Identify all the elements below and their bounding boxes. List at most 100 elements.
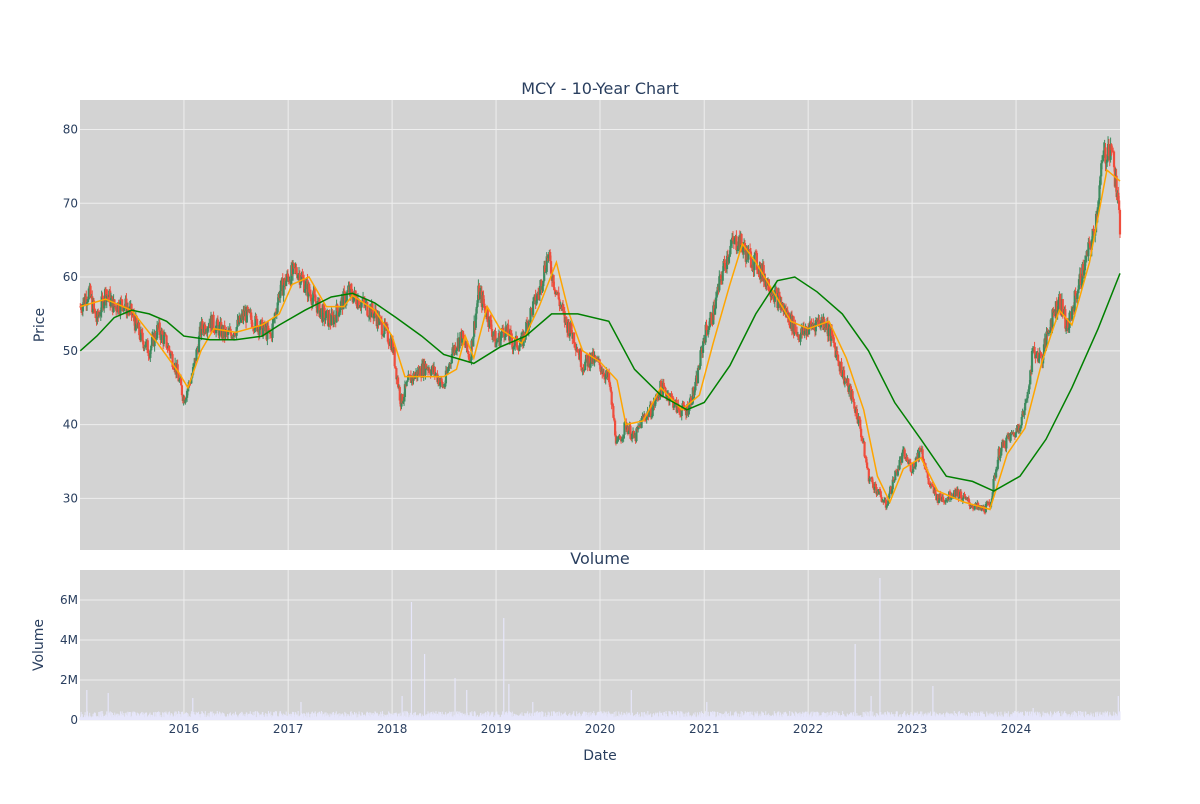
candle-up-body — [86, 299, 90, 303]
candle-up-body — [631, 433, 634, 439]
candle-up-body — [733, 238, 736, 244]
candle-up-body — [472, 336, 475, 347]
candle-down-body — [830, 329, 834, 337]
candle-down-body — [154, 332, 157, 339]
candle-down-body — [302, 276, 305, 279]
candle-down-body — [642, 416, 645, 418]
candle-up-body — [316, 301, 319, 313]
x-tick-label: 2021 — [689, 722, 720, 736]
candle-down-body — [484, 306, 487, 314]
candle-down-body — [97, 311, 100, 317]
candle-up-body — [877, 489, 881, 495]
volume-subplot-title: Volume — [570, 549, 630, 568]
candle-down-body — [574, 346, 577, 351]
candle-down-body — [292, 263, 295, 264]
candle-up-body — [206, 327, 209, 333]
candle-down-body — [1059, 293, 1062, 310]
candle-up-body — [729, 245, 732, 255]
candle-down-body — [89, 285, 92, 298]
candle-up-body — [701, 341, 705, 353]
candle-up-body — [378, 316, 381, 325]
candle-down-body — [1082, 264, 1085, 276]
candle-up-body — [139, 329, 143, 340]
candle-down-body — [756, 269, 759, 273]
candle-up-body — [447, 368, 450, 370]
candle-down-body — [794, 324, 797, 332]
candle-up-body — [525, 321, 528, 336]
candle-up-body — [1106, 159, 1109, 163]
candle-up-body — [448, 363, 451, 369]
candle-up-body — [807, 328, 811, 335]
candle-down-body — [80, 306, 83, 310]
candle-down-body — [115, 306, 118, 311]
candle-down-body — [515, 336, 518, 348]
candle-up-body — [513, 345, 516, 348]
candle-up-body — [1068, 312, 1071, 328]
candle-up-body — [621, 438, 624, 440]
candle-down-body — [301, 275, 304, 277]
candle-down-body — [549, 261, 553, 274]
candle-down-body — [367, 315, 370, 317]
candle-up-body — [383, 322, 386, 335]
candle-up-body — [262, 328, 265, 337]
candle-up-body — [715, 293, 718, 298]
candle-up-body — [1045, 331, 1048, 348]
candle-up-body — [690, 403, 694, 405]
candle-down-body — [921, 449, 924, 459]
candle-up-body — [458, 337, 461, 349]
candle-down-body — [594, 356, 597, 358]
candle-down-body — [619, 436, 622, 439]
candle-down-body — [778, 293, 781, 296]
candle-up-body — [402, 401, 405, 404]
candle-down-body — [740, 233, 743, 246]
candle-down-body — [871, 477, 874, 483]
candle-down-body — [286, 273, 289, 277]
candle-up-body — [271, 323, 274, 338]
candle-down-body — [755, 253, 759, 270]
candle-up-body — [297, 274, 300, 279]
candle-up-body — [1024, 402, 1027, 411]
candle-up-body — [651, 407, 654, 417]
candle-up-body — [616, 439, 619, 441]
candle-down-body — [203, 324, 207, 333]
candle-down-body — [287, 276, 290, 282]
candle-down-body — [1110, 144, 1113, 151]
candle-up-body — [119, 299, 122, 314]
candle-down-body — [1055, 301, 1058, 315]
candle-up-body — [1065, 328, 1068, 330]
candle-up-body — [542, 280, 545, 287]
candle-up-body — [275, 312, 278, 314]
candle-down-body — [1107, 143, 1110, 157]
candle-down-body — [851, 391, 854, 399]
candle-down-body — [303, 278, 306, 293]
candle-up-body — [184, 399, 187, 404]
candle-up-body — [589, 363, 592, 368]
candle-down-body — [85, 296, 88, 305]
candle-up-body — [192, 363, 196, 368]
candle-down-body — [967, 498, 970, 503]
candle-down-body — [735, 236, 738, 251]
candle-up-body — [937, 500, 940, 503]
candle-up-body — [1105, 162, 1108, 164]
candle-down-body — [230, 333, 233, 339]
candle-down-body — [252, 327, 255, 331]
candle-up-body — [1000, 447, 1003, 456]
candle-down-body — [797, 334, 800, 340]
candle-down-body — [454, 345, 457, 353]
candle-down-body — [932, 486, 935, 494]
candle-up-body — [1030, 350, 1034, 372]
x-tick-label: 2019 — [481, 722, 512, 736]
candle-up-body — [476, 300, 479, 307]
candle-down-body — [866, 467, 870, 469]
x-tick-label: 2017 — [273, 722, 304, 736]
candle-down-body — [664, 387, 667, 394]
candle-down-body — [625, 422, 628, 430]
candle-up-body — [285, 273, 289, 281]
candle-up-body — [727, 257, 730, 262]
candle-down-body — [1074, 290, 1077, 296]
candle-up-body — [547, 254, 550, 259]
candle-up-body — [885, 505, 888, 508]
candle-down-body — [333, 315, 336, 318]
candle-down-body — [602, 372, 606, 377]
candle-down-body — [357, 299, 360, 308]
